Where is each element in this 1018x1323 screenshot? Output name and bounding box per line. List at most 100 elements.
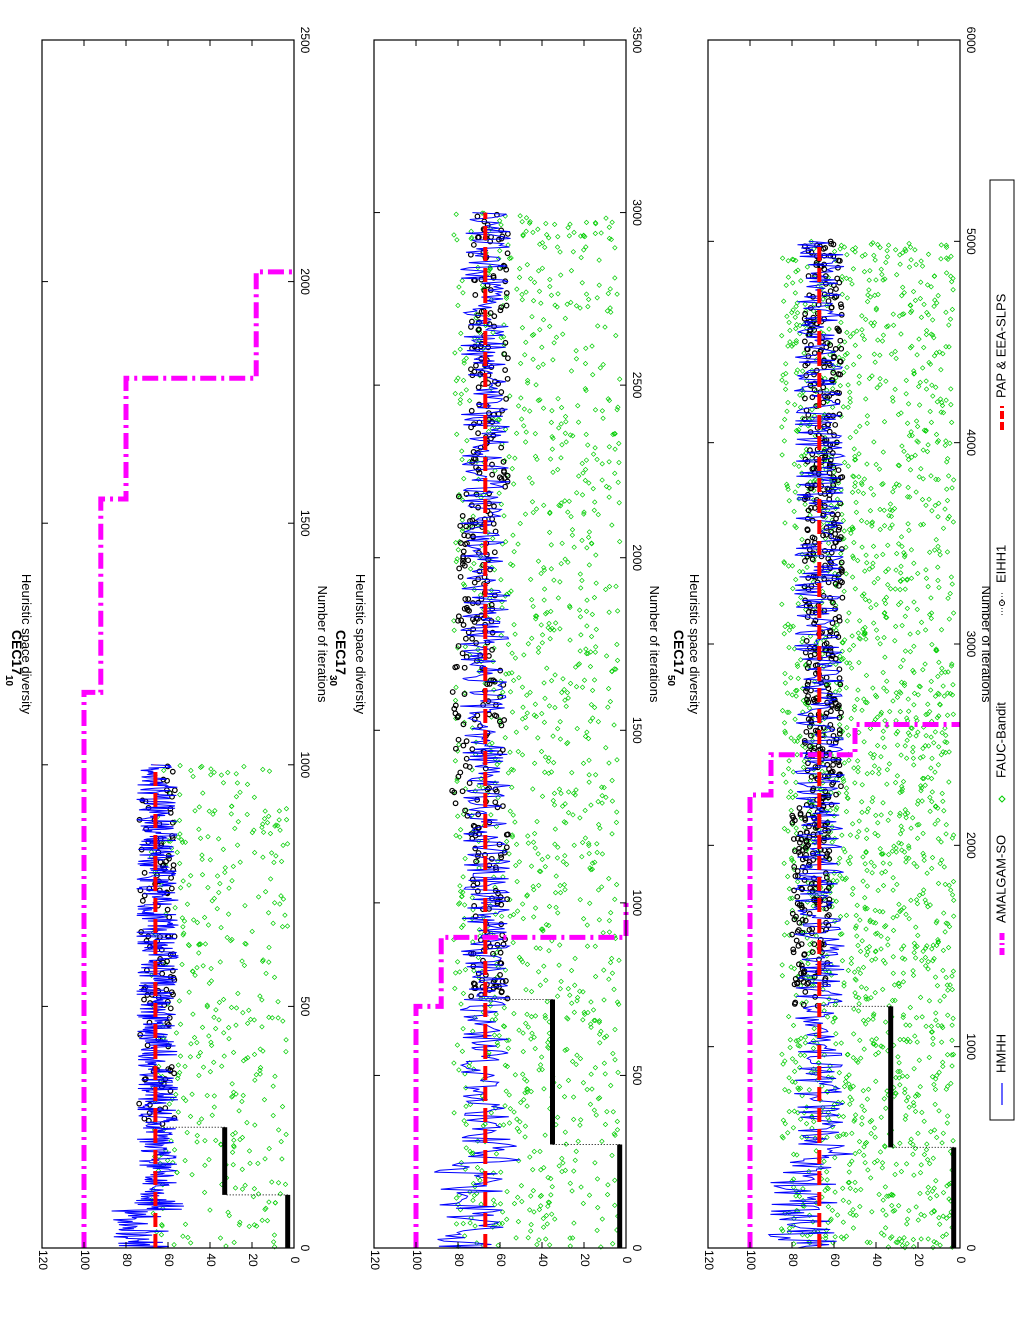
- fauc-bandit-point: [800, 1203, 806, 1209]
- fauc-bandit-point: [211, 1059, 217, 1066]
- fauc-bandit-point: [843, 1233, 850, 1239]
- fauc-bandit-point: [926, 708, 933, 715]
- eihh1-point: [836, 762, 843, 769]
- eihh1-point: [475, 430, 481, 437]
- fauc-bandit-point: [502, 734, 508, 741]
- fauc-bandit-point: [455, 901, 462, 907]
- fauc-bandit-point: [541, 1164, 547, 1171]
- fauc-bandit-point: [855, 764, 861, 771]
- fauc-bandit-point: [832, 1015, 838, 1021]
- fauc-bandit-point: [950, 519, 957, 525]
- fauc-bandit-point: [476, 974, 482, 981]
- fauc-bandit-point: [902, 811, 908, 818]
- fauc-bandit-point: [864, 519, 870, 526]
- fauc-bandit-point: [469, 234, 475, 241]
- fauc-bandit-point: [453, 540, 459, 546]
- fauc-bandit-point: [500, 689, 506, 695]
- fauc-bandit-point: [576, 607, 583, 613]
- fauc-bandit-point: [557, 579, 563, 585]
- fauc-bandit-point: [239, 1186, 246, 1192]
- fauc-bandit-point: [898, 599, 904, 606]
- fauc-bandit-point: [235, 990, 241, 997]
- fauc-bandit-point: [889, 522, 895, 528]
- fauc-bandit-point: [535, 851, 541, 857]
- fauc-bandit-point: [557, 736, 564, 742]
- fauc-bandit-point: [925, 251, 932, 258]
- fauc-bandit-point: [783, 779, 789, 785]
- eihh1-point: [454, 663, 460, 670]
- fauc-bandit-point: [850, 473, 856, 479]
- fauc-bandit-point: [911, 643, 917, 650]
- fauc-bandit-point: [554, 304, 560, 310]
- fauc-bandit-point: [567, 680, 574, 687]
- fauc-bandit-point: [577, 571, 584, 577]
- fauc-bandit-point: [547, 636, 553, 642]
- x-tick-label: 3500: [630, 27, 644, 54]
- fauc-bandit-point: [903, 377, 909, 384]
- fauc-bandit-point: [779, 1051, 785, 1058]
- eihh1-point: [164, 906, 171, 913]
- fauc-bandit-point: [583, 457, 590, 463]
- fauc-bandit-point: [580, 1200, 587, 1207]
- fauc-bandit-point: [466, 398, 473, 404]
- fauc-bandit-point: [569, 769, 575, 776]
- fauc-bandit-point: [795, 267, 801, 273]
- fauc-bandit-point: [206, 980, 213, 986]
- fauc-bandit-point: [848, 955, 855, 962]
- fauc-bandit-point: [521, 1096, 527, 1103]
- fauc-bandit-point: [246, 1223, 252, 1230]
- fauc-bandit-point: [242, 940, 248, 947]
- fauc-bandit-point: [207, 1069, 214, 1075]
- fauc-bandit-point: [498, 501, 505, 507]
- fauc-bandit-point: [573, 303, 580, 309]
- fauc-bandit-point: [545, 758, 552, 765]
- fauc-bandit-point: [845, 404, 851, 411]
- fauc-bandit-point: [584, 943, 591, 949]
- fauc-bandit-point: [266, 944, 272, 951]
- fauc-bandit-point: [859, 326, 865, 333]
- fauc-bandit-point: [881, 1143, 888, 1149]
- fauc-bandit-point: [562, 1167, 569, 1174]
- fauc-bandit-point: [612, 1057, 618, 1063]
- fauc-bandit-point: [842, 1078, 849, 1085]
- fauc-bandit-point: [862, 906, 868, 912]
- fauc-bandit-point: [459, 448, 465, 454]
- fauc-bandit-point: [803, 1120, 810, 1127]
- fauc-bandit-point: [820, 906, 827, 912]
- fauc-bandit-point: [848, 715, 854, 722]
- fauc-bandit-point: [579, 537, 585, 544]
- fauc-bandit-point: [611, 722, 617, 728]
- fauc-bandit-point: [516, 265, 523, 272]
- fauc-bandit-point: [948, 253, 954, 260]
- fauc-bandit-point: [785, 486, 791, 493]
- fauc-bandit-point: [908, 575, 915, 581]
- fauc-bandit-point: [543, 1212, 550, 1219]
- fauc-bandit-point: [852, 1150, 858, 1157]
- fauc-bandit-point: [564, 740, 570, 747]
- eihh1-point: [469, 523, 476, 530]
- fauc-bandit-point: [173, 1030, 180, 1036]
- fauc-bandit-point: [949, 1022, 955, 1028]
- fauc-bandit-point: [871, 579, 877, 586]
- fauc-bandit-point: [614, 757, 620, 763]
- fauc-bandit-point: [862, 251, 868, 258]
- fauc-bandit-point: [870, 919, 876, 926]
- fauc-bandit-point: [594, 841, 600, 847]
- fauc-bandit-point: [937, 998, 943, 1004]
- fauc-bandit-point: [261, 1096, 268, 1103]
- fauc-bandit-point: [539, 240, 546, 246]
- fauc-bandit-point: [948, 386, 954, 392]
- fauc-bandit-point: [856, 995, 862, 1001]
- fauc-bandit-point: [854, 696, 860, 703]
- fauc-bandit-point: [846, 1199, 852, 1205]
- fauc-bandit-point: [512, 655, 519, 661]
- eihh1-point: [465, 533, 471, 539]
- fauc-bandit-point: [912, 1093, 919, 1099]
- fauc-bandit-point: [586, 772, 592, 778]
- fauc-bandit-point: [498, 334, 504, 341]
- eihh1-point: [838, 559, 845, 566]
- fauc-bandit-point: [176, 998, 183, 1004]
- fauc-bandit-point: [532, 701, 539, 707]
- eihh1-point: [804, 515, 811, 522]
- fauc-bandit-point: [835, 1099, 841, 1106]
